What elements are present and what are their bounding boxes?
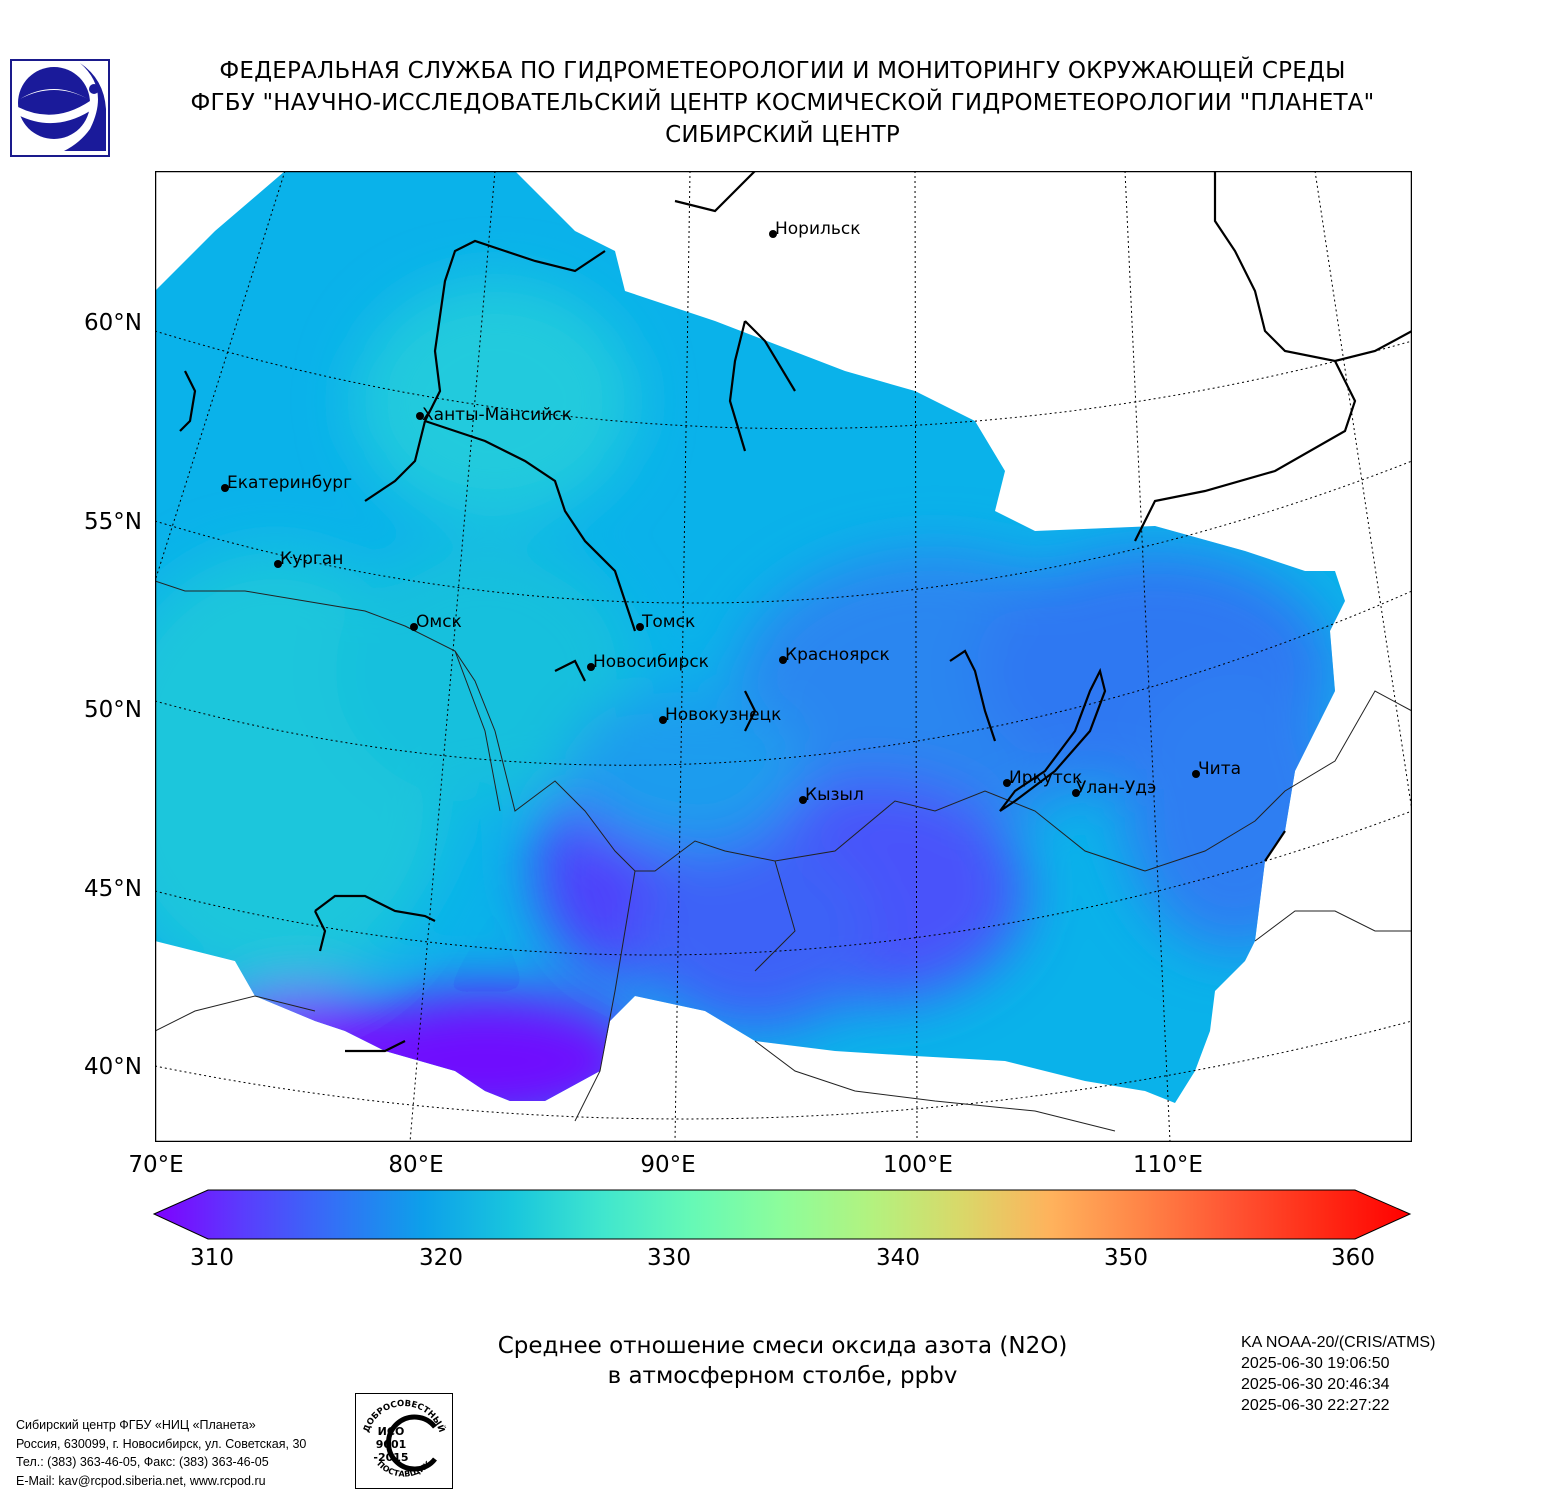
map-border bbox=[155, 171, 1412, 1142]
rivers-and-coastlines bbox=[179, 171, 1412, 1053]
city-label-kyzyl: Кызыл bbox=[805, 785, 864, 805]
city-label-novosibirsk: Новосибирск bbox=[593, 652, 709, 672]
colorbar-tick-330: 330 bbox=[647, 1245, 691, 1271]
footer-contact: Сибирский центр ФГБУ «НИЦ «Планета» Росс… bbox=[16, 1416, 306, 1490]
footer-line-2: Россия, 630099, г. Новосибирск, ул. Сове… bbox=[16, 1436, 307, 1451]
footer-line-3: Тел.: (383) 363-46-05, Факс: (383) 363-4… bbox=[16, 1455, 269, 1469]
header-line-2: ФГБУ "НАУЧНО-ИССЛЕДОВАТЕЛЬСКИЙ ЦЕНТР КОС… bbox=[190, 90, 1375, 116]
city-label-novokuznetsk: Новокузнецк bbox=[665, 705, 781, 725]
lat-label-45: 45°N bbox=[84, 876, 142, 902]
map-canvas: Норильск Ханты-Мансийск Екатеринбург Кур… bbox=[155, 171, 1412, 1142]
city-label-krasnoyarsk: Красноярск bbox=[785, 645, 890, 665]
city-label-khanty-mansiysk: Ханты-Мансийск bbox=[422, 405, 572, 425]
product-title-line-2: в атмосферном столбе, ppbv bbox=[607, 1363, 958, 1389]
product-title: Среднее отношение смеси оксида азота (N2… bbox=[0, 1331, 1550, 1391]
colorbar bbox=[152, 1189, 1412, 1240]
lon-label-90: 90°E bbox=[640, 1152, 696, 1178]
product-title-line-1: Среднее отношение смеси оксида азота (N2… bbox=[497, 1333, 1068, 1359]
colorbar-tick-320: 320 bbox=[419, 1245, 463, 1271]
lat-label-55: 55°N bbox=[84, 509, 142, 535]
header-line-1: ФЕДЕРАЛЬНАЯ СЛУЖБА ПО ГИДРОМЕТЕОРОЛОГИИ … bbox=[219, 58, 1346, 84]
satellite-info: KA NOAA-20/(CRIS/ATMS) 2025-06-30 19:06:… bbox=[1241, 1332, 1435, 1416]
lon-label-70: 70°E bbox=[128, 1152, 184, 1178]
map-frame: Норильск Ханты-Мансийск Екатеринбург Кур… bbox=[155, 171, 1412, 1142]
header-line-3: СИБИРСКИЙ ЦЕНТР bbox=[665, 122, 900, 148]
city-label-norilsk: Норильск bbox=[775, 219, 861, 239]
satellite-time-3: 2025-06-30 22:27:22 bbox=[1241, 1397, 1390, 1414]
lat-label-60: 60°N bbox=[84, 310, 142, 336]
footer-line-4: E-Mail: kav@rcpod.siberia.net, www.rcpod… bbox=[16, 1473, 266, 1488]
colorbar-gradient bbox=[152, 1189, 1412, 1240]
footer-line-1: Сибирский центр ФГБУ «НИЦ «Планета» bbox=[16, 1418, 256, 1432]
satellite-name: KA NOAA-20/(CRIS/ATMS) bbox=[1241, 1334, 1436, 1351]
colorbar-tick-360: 360 bbox=[1331, 1245, 1375, 1271]
lon-label-80: 80°E bbox=[388, 1152, 444, 1178]
lat-label-40: 40°N bbox=[84, 1054, 142, 1080]
colorbar-tick-350: 350 bbox=[1104, 1245, 1148, 1271]
city-label-irkutsk: Иркутск bbox=[1009, 768, 1082, 788]
satellite-time-1: 2025-06-30 19:06:50 bbox=[1241, 1355, 1390, 1372]
city-label-yekaterinburg: Екатеринбург bbox=[227, 473, 352, 493]
svg-text:-2015: -2015 bbox=[373, 1451, 408, 1464]
lon-label-100: 100°E bbox=[883, 1152, 953, 1178]
city-label-kurgan: Курган bbox=[280, 549, 343, 569]
city-markers: Норильск Ханты-Мансийск Екатеринбург Кур… bbox=[221, 219, 1241, 805]
colorbar-tick-310: 310 bbox=[190, 1245, 234, 1271]
satellite-time-2: 2025-06-30 20:46:34 bbox=[1241, 1376, 1390, 1393]
lat-label-50: 50°N bbox=[84, 697, 142, 723]
svg-text:ИСО: ИСО bbox=[378, 1425, 405, 1438]
city-label-tomsk: Томск bbox=[641, 612, 695, 632]
city-label-ulan-ude: Улан-Удэ bbox=[1076, 778, 1156, 798]
svg-text:9001: 9001 bbox=[376, 1438, 407, 1451]
colorbar-tick-340: 340 bbox=[876, 1245, 920, 1271]
iso-9001-badge-icon: ДОБРОСОВЕСТНЫЙ ПОСТАВЩИК ИСО 9001 -2015 bbox=[355, 1393, 453, 1489]
city-label-chita: Чита bbox=[1198, 759, 1241, 779]
graticule bbox=[155, 171, 1412, 1142]
planeta-logo-icon bbox=[10, 59, 110, 157]
city-label-omsk: Омск bbox=[416, 612, 462, 632]
lon-label-110: 110°E bbox=[1133, 1152, 1203, 1178]
